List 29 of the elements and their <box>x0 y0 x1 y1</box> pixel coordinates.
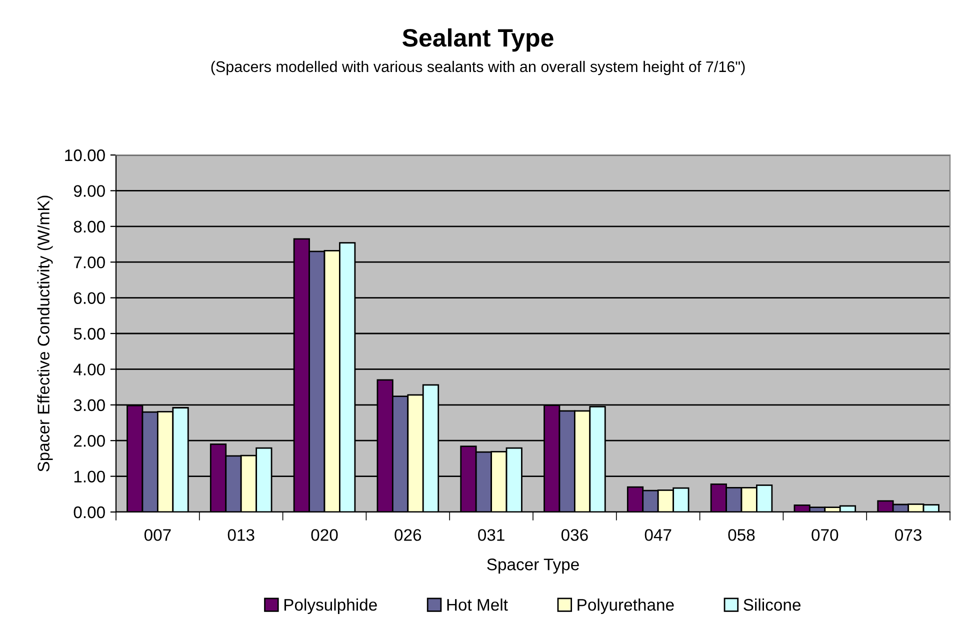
y-tick-label: 6.00 <box>74 292 105 304</box>
x-tick-label: 073 <box>895 529 922 541</box>
y-tick-label: 5.00 <box>74 328 105 340</box>
x-tick-label: 031 <box>478 529 504 541</box>
legend-label: Polyurethane <box>578 598 674 614</box>
y-tick-label: 4.00 <box>74 364 105 376</box>
chart-subtitle: (Spacers modelled with various sealants with an overall system height of 7/16") <box>211 60 745 76</box>
y-tick-label: 9.00 <box>74 185 105 197</box>
x-tick-label: 026 <box>394 529 422 541</box>
y-tick-label: 10.00 <box>65 149 105 162</box>
chart-title: Sealant Type <box>402 28 554 52</box>
y-tick-label: 1.00 <box>74 470 105 483</box>
legend-label: Hot Melt <box>447 598 508 611</box>
x-tick-label: 036 <box>561 529 588 541</box>
y-tick-label: 8.00 <box>74 220 105 233</box>
x-tick-label: 070 <box>812 529 838 541</box>
y-tick-label: 7.00 <box>74 256 105 268</box>
legend-label: Polysulphide <box>284 598 377 614</box>
y-tick-label: 3.00 <box>74 399 105 412</box>
x-tick-label: 047 <box>644 529 672 541</box>
x-tick-label: 058 <box>728 529 755 541</box>
x-axis-title: Spacer Type <box>487 558 579 574</box>
x-tick-label: 020 <box>311 529 338 541</box>
x-tick-label: 013 <box>228 529 254 541</box>
legend-label: Silicone <box>744 598 800 611</box>
y-axis-title: Spacer Effective Conductivity (W/mK) <box>37 196 53 472</box>
y-tick-label: 0.00 <box>74 506 105 518</box>
y-tick-label: 2.00 <box>74 435 105 447</box>
x-tick-label: 007 <box>144 529 171 541</box>
